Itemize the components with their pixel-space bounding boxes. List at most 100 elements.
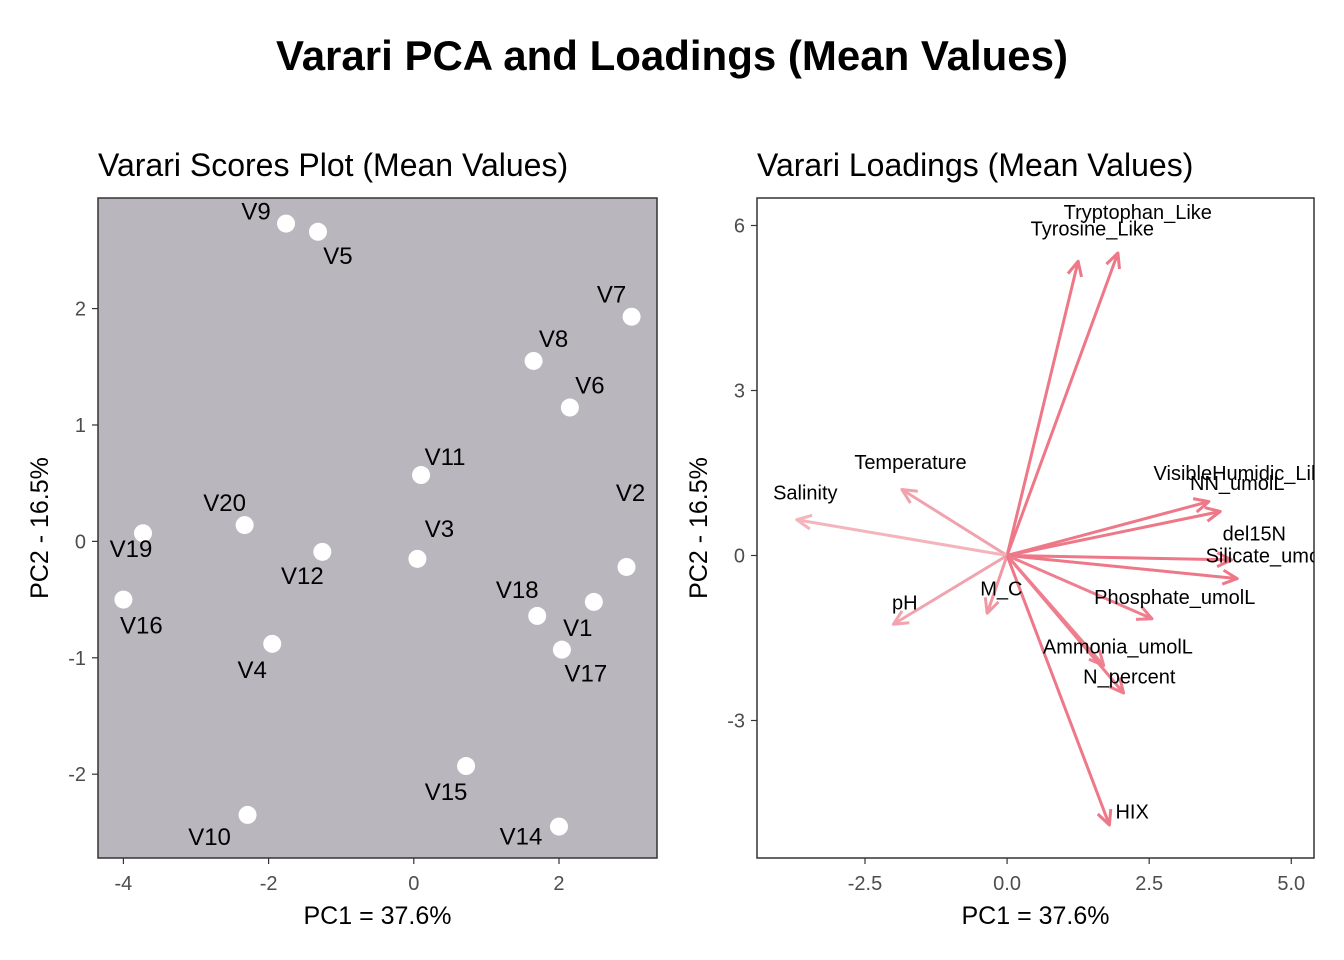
score-point [313, 542, 332, 561]
loading-label: HIX [1115, 801, 1148, 823]
y-tick-label: -1 [68, 648, 86, 670]
score-point-label: V12 [281, 563, 324, 590]
score-point [114, 590, 133, 609]
loading-arrow [1006, 500, 1210, 557]
score-point-label: V8 [539, 326, 568, 353]
loading-label: Tyrosine_Like [1031, 218, 1154, 240]
loading-label: Ammonia_umolL [1043, 636, 1193, 658]
panel-title: Varari Scores Plot (Mean Values) [98, 147, 568, 183]
y-tick-label: -2 [68, 764, 86, 786]
x-tick-label: -4 [115, 873, 133, 895]
y-tick-label: -3 [727, 711, 745, 733]
loading-arrowhead [1088, 649, 1106, 667]
loading-label: Tryptophan_Like [1064, 202, 1212, 224]
loading-label: Salinity [773, 482, 837, 504]
loading-label: M_C [980, 579, 1022, 601]
y-tick-label: 1 [75, 415, 86, 437]
loading-arrowhead [983, 597, 1000, 615]
loading-arrow [1005, 252, 1120, 557]
score-point [617, 557, 636, 576]
loading-arrowhead [1108, 677, 1126, 695]
score-point-label: V5 [323, 243, 352, 270]
loading-arrow [892, 554, 1008, 626]
loadings-plot: Varari Loadings (Mean Values) -2.5 0.0 2.5 5… [685, 147, 1322, 930]
y-tick-label: 0 [75, 531, 86, 553]
score-point [134, 524, 153, 543]
score-point-label: V20 [203, 490, 246, 517]
loading-arrowhead [1204, 506, 1222, 523]
loading-arrowhead [900, 488, 919, 504]
score-point [235, 516, 254, 535]
loading-arrowhead [1096, 808, 1113, 827]
loading-arrowhead [1192, 497, 1211, 514]
score-point-label: V4 [238, 657, 267, 684]
loading-arrow [1006, 554, 1238, 581]
score-point-label: V3 [425, 516, 454, 543]
y-tick-label: 0 [734, 546, 745, 568]
score-point [263, 634, 282, 653]
score-point-label: V2 [616, 480, 645, 507]
x-axis-title: PC1 = 37.6% [303, 902, 451, 930]
score-point [560, 398, 579, 417]
score-point-label: V15 [425, 779, 468, 806]
loading-arrowhead [1221, 568, 1239, 586]
loading-label: VisibleHumidic_Lik [1154, 463, 1322, 485]
y-tick-label: 3 [734, 381, 745, 403]
score-point-label: V1 [563, 615, 592, 642]
x-tick-label: 2.5 [1135, 873, 1163, 895]
score-point-label: V10 [188, 824, 231, 851]
loading-arrowhead [891, 610, 910, 626]
score-point-label: V6 [575, 373, 604, 400]
score-point [412, 466, 431, 485]
score-point [457, 757, 476, 776]
loading-arrow [901, 488, 1008, 557]
x-tick-label: 0 [408, 873, 419, 895]
score-point [549, 817, 568, 836]
plot-panel [97, 197, 658, 859]
loading-arrowhead [1105, 251, 1121, 270]
score-point [238, 805, 257, 824]
loading-label: Phosphate_umolL [1094, 587, 1255, 609]
loading-arrowhead [795, 513, 813, 531]
x-tick-label: -2.5 [848, 873, 882, 895]
y-tick-label: 2 [75, 299, 86, 321]
score-point-label: V19 [110, 536, 153, 563]
loading-label: Silicate_umo [1206, 546, 1321, 568]
score-point-label: V18 [496, 577, 539, 604]
score-point-label: V14 [500, 824, 543, 851]
loading-label: Temperature [854, 452, 966, 474]
score-point-label: V9 [241, 199, 270, 226]
loading-arrowhead [1066, 259, 1083, 278]
loading-arrow [796, 518, 1008, 557]
score-point [552, 640, 571, 659]
loading-arrowhead [1216, 551, 1234, 568]
loading-arrowhead [1135, 605, 1154, 621]
score-point-label: V17 [565, 661, 608, 688]
score-point [277, 214, 296, 233]
y-axis-title: PC2 - 16.5% [26, 457, 54, 599]
score-point [622, 307, 641, 326]
y-axis-title: PC2 - 16.5% [685, 457, 713, 599]
score-point [408, 549, 427, 568]
scores-plot: Varari Scores Plot (Mean Values) -4 -2 0 2 -2… [26, 147, 658, 930]
x-tick-label: 0.0 [993, 873, 1021, 895]
x-tick-label: -2 [260, 873, 278, 895]
score-point [528, 606, 547, 625]
loading-arrow [1005, 554, 1125, 694]
score-point [524, 351, 543, 370]
loading-arrow [1006, 554, 1153, 621]
score-point [584, 592, 603, 611]
x-tick-label: 5.0 [1277, 873, 1305, 895]
y-tick-label: 6 [734, 216, 745, 238]
score-point [308, 222, 327, 241]
x-axis-title: PC1 = 37.6% [961, 902, 1109, 930]
x-tick-label: 2 [553, 873, 564, 895]
loading-arrow [1005, 260, 1080, 556]
loading-arrow [985, 555, 1009, 614]
score-point-label: V11 [425, 444, 466, 471]
panel-title: Varari Loadings (Mean Values) [757, 147, 1193, 183]
loading-label: N_percent [1083, 667, 1176, 689]
score-point-label: V16 [120, 613, 163, 640]
